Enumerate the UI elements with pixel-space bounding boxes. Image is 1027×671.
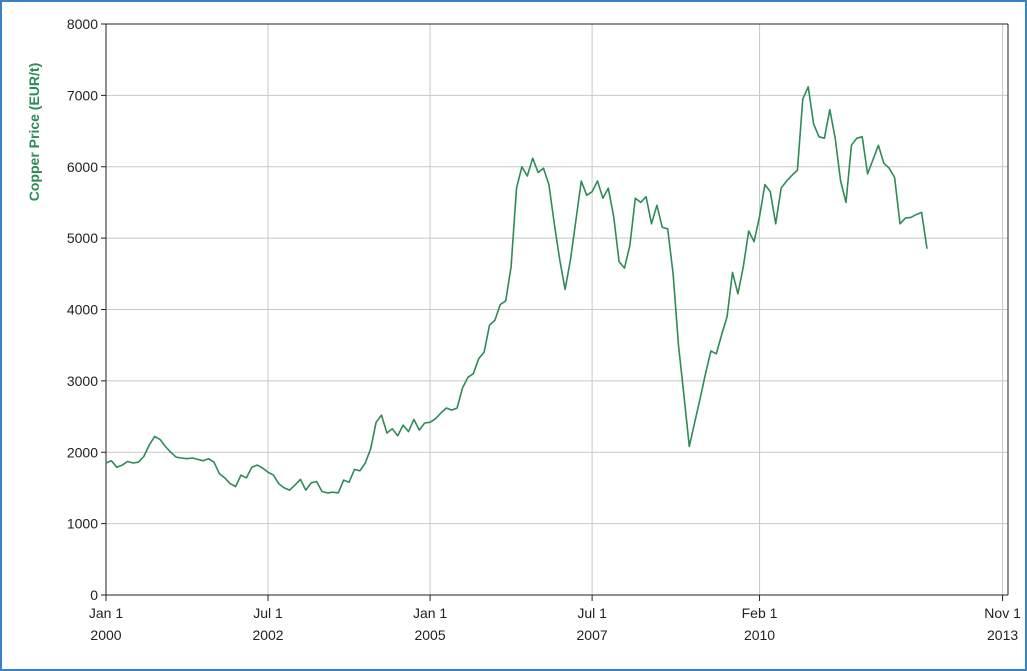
x-tick-year-label: 2010 <box>744 627 775 643</box>
x-tick-year-label: 2002 <box>252 627 283 643</box>
x-axis-ticks: Jan 1 2000 Jul 1 2002 Jan 1 2005 Jul 1 2007 Feb … <box>89 595 1021 643</box>
y-tick-label: 5000 <box>67 230 98 246</box>
x-tick-year-label: 2013 <box>987 627 1018 643</box>
x-tick-label: Jul 1 <box>253 605 283 621</box>
y-tick-label: 0 <box>90 587 98 603</box>
y-axis-ticks: 0 1000 2000 3000 4000 5000 6000 7000 8000 <box>67 16 106 603</box>
x-tick-year-label: 2007 <box>577 627 608 643</box>
y-tick-label: 6000 <box>67 159 98 175</box>
x-tick-label: Nov 1 <box>984 605 1021 621</box>
y-tick-label: 2000 <box>67 444 98 460</box>
y-tick-label: 3000 <box>67 373 98 389</box>
copper-price-series-line <box>105 86 928 494</box>
y-tick-label: 8000 <box>67 16 98 32</box>
x-tick-label: Jan 1 <box>89 605 123 621</box>
x-tick-label: Jan 1 <box>413 605 447 621</box>
y-tick-label: 1000 <box>67 516 98 532</box>
y-tick-label: 4000 <box>67 302 98 318</box>
y-tick-label: 7000 <box>67 87 98 103</box>
x-tick-label: Jul 1 <box>577 605 607 621</box>
gridlines <box>106 23 1008 595</box>
y-axis-label: Copper Price (EUR/t) <box>26 63 42 201</box>
x-tick-year-label: 2005 <box>414 627 445 643</box>
series-layer <box>105 86 928 494</box>
x-tick-year-label: 2000 <box>90 627 121 643</box>
x-tick-label: Feb 1 <box>742 605 778 621</box>
